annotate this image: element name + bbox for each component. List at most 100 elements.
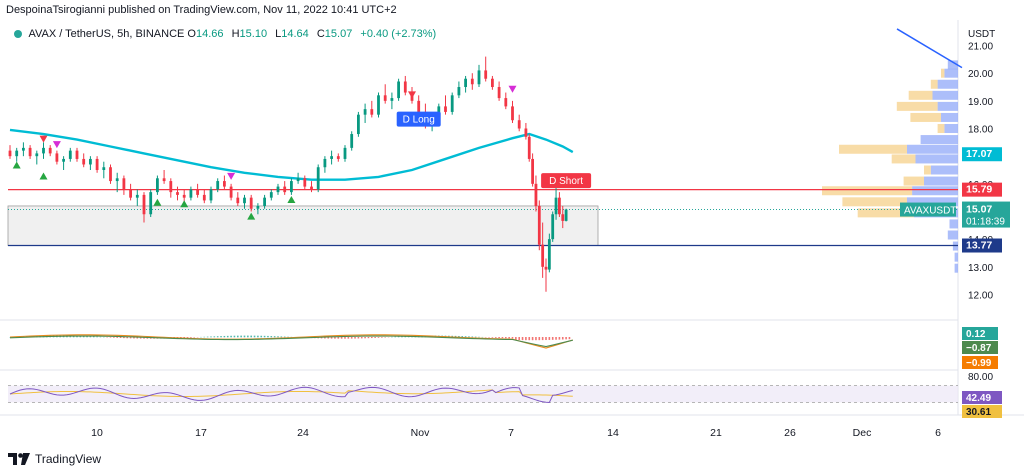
volume-profile-buy-bar — [920, 135, 958, 145]
macd-histogram-bar — [538, 337, 541, 341]
macd-histogram-bar — [82, 336, 85, 338]
volume-profile-sell-bar — [941, 68, 945, 78]
macd-value-tag-bg — [962, 327, 998, 340]
volume-profile-buy-bar — [949, 219, 958, 229]
time-tick: 7 — [508, 427, 514, 439]
candle-body — [554, 197, 558, 215]
macd-histogram-bar — [186, 337, 189, 338]
sell-signal-triangle — [52, 141, 61, 149]
symbol-tag-bg — [900, 202, 956, 217]
macd-histogram-bar — [340, 337, 343, 339]
macd-histogram-bar — [401, 336, 403, 338]
candle-body — [484, 70, 488, 79]
candle-body — [511, 106, 514, 121]
macd-value-tag: −0.87 — [966, 343, 992, 354]
candle-body — [22, 147, 25, 151]
candle-body — [196, 189, 199, 195]
volume-profile-buy-bar — [932, 90, 958, 100]
macd-histogram-bar — [126, 337, 129, 339]
macd-histogram-bar — [257, 335, 259, 338]
candle-body — [290, 181, 293, 193]
consolidation-box — [7, 205, 599, 246]
macd-histogram-bar — [223, 335, 226, 338]
macd-histogram-bar — [226, 335, 229, 338]
symbol-icon — [14, 30, 22, 39]
symbol-name[interactable]: AVAX / TetherUS, 5h, BINANCE — [28, 28, 185, 40]
price-tick: 20.00 — [968, 69, 993, 80]
rsi-ma-line — [9, 389, 573, 398]
macd-histogram-bar — [129, 337, 132, 339]
candle-body — [534, 183, 538, 206]
macd-histogram-bar — [237, 335, 239, 338]
volume-profile-sell-bar — [839, 144, 907, 154]
rsi-value-tag: 42.49 — [966, 393, 991, 404]
candle-body — [156, 178, 159, 193]
macd-histogram-bar — [511, 337, 514, 339]
macd-value-tag: 0.12 — [966, 329, 986, 340]
candle-body — [323, 158, 327, 168]
macd-histogram-bar — [381, 337, 383, 338]
low-label: L — [275, 28, 282, 40]
buy-signal-triangle — [180, 200, 189, 208]
resistance-price-tag-bg — [962, 182, 1002, 197]
buy-signal-triangle — [39, 172, 48, 180]
macd-histogram-bar — [551, 337, 554, 340]
resistance-price-tag: 15.79 — [966, 184, 992, 196]
volume-profile-sell-bar — [937, 124, 945, 134]
macd-histogram-bar — [210, 336, 212, 338]
macd-histogram-bar — [464, 336, 467, 338]
open-value: 14.66 — [195, 28, 224, 40]
candle-body — [561, 214, 565, 221]
candle-body — [202, 194, 206, 201]
signal-label-box — [541, 173, 592, 189]
candle-body — [95, 158, 99, 170]
macd-histogram-bar — [528, 337, 531, 341]
macd-histogram-bar — [250, 335, 252, 338]
macd-histogram-bar — [273, 336, 276, 338]
buy-signal-triangle — [247, 212, 256, 220]
volume-profile-sell-bar — [822, 186, 913, 196]
macd-histogram-bar — [344, 337, 346, 339]
macd-histogram-bar — [327, 337, 330, 339]
macd-histogram-bar — [96, 336, 98, 338]
close-value: 15.07 — [324, 28, 353, 40]
time-tick: 6 — [935, 427, 941, 439]
candle-body — [229, 186, 233, 198]
macd-histogram-bar — [86, 336, 88, 338]
candle-body — [209, 189, 213, 201]
volume-profile-buy-bar — [947, 230, 958, 240]
macd-histogram-bar — [213, 336, 216, 338]
volume-profile-sell-bar — [857, 208, 914, 218]
macd-histogram-bar — [233, 335, 236, 338]
sell-signal-triangle — [227, 172, 236, 180]
candle-body — [551, 214, 555, 240]
macd-histogram-bar — [371, 337, 373, 339]
footer-brand-name: TradingView — [35, 452, 102, 466]
candle-body — [162, 178, 166, 182]
macd-histogram-bar — [334, 337, 336, 339]
symbol-legend: AVAX / TetherUS, 5h, BINANCE O14.66 H15.… — [14, 28, 441, 40]
macd-histogram-bar — [89, 336, 92, 338]
macd-histogram-bar — [220, 336, 222, 338]
volume-profile-buy-bar — [944, 68, 958, 78]
time-tick: 24 — [297, 427, 309, 439]
rsi-ma-value-tag: 30.61 — [966, 407, 991, 418]
candle-body — [363, 109, 367, 115]
macd-histogram-bar — [337, 337, 340, 339]
macd-histogram-bar — [203, 336, 206, 338]
candle-body — [256, 205, 260, 209]
macd-histogram-bar — [471, 336, 474, 338]
candle-body — [135, 194, 139, 198]
candle-body — [89, 158, 92, 165]
macd-histogram-bar — [360, 337, 363, 339]
macd-histogram-bar — [92, 336, 95, 338]
macd-histogram-bar — [558, 337, 561, 340]
macd-histogram-bar — [518, 337, 520, 341]
support-price-tag-bg — [962, 238, 1002, 253]
macd-histogram-bar — [364, 337, 366, 339]
candle-body — [216, 181, 220, 190]
macd-histogram-bar — [350, 337, 353, 339]
change-value: +0.40 (+2.73%) — [360, 28, 437, 40]
macd-histogram-bar — [374, 337, 376, 338]
